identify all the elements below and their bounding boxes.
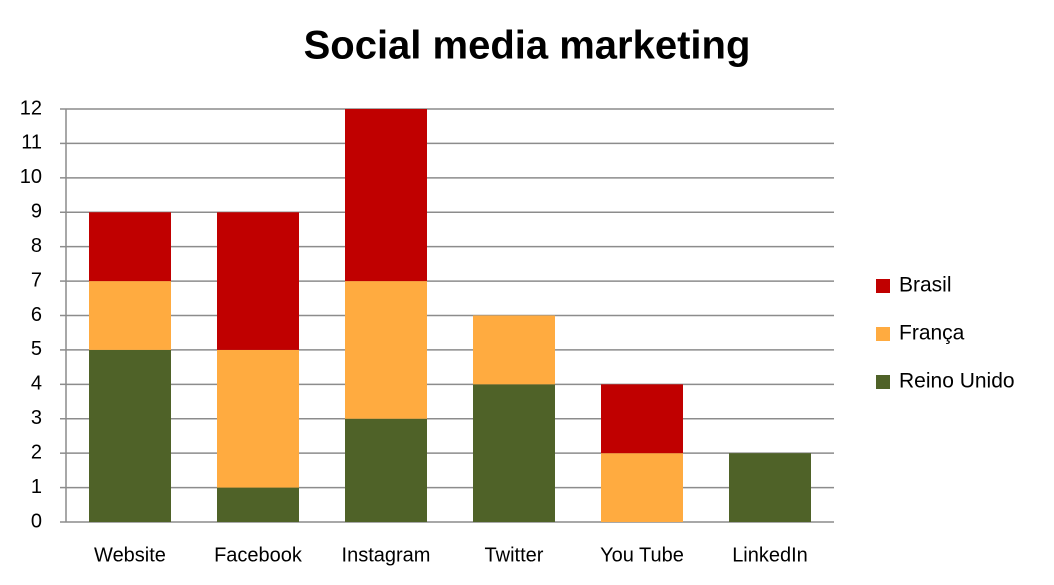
bar-segment <box>217 349 299 488</box>
bar-segment <box>601 384 683 454</box>
bar-segment <box>89 212 171 282</box>
bar-segment <box>473 315 555 385</box>
y-tick-label: 12 <box>20 97 42 119</box>
x-tick-label: LinkedIn <box>732 544 808 566</box>
y-tick-label: 9 <box>31 201 42 223</box>
y-tick-label: 5 <box>31 338 42 360</box>
bar-segment <box>89 281 171 350</box>
legend-swatch <box>876 375 890 389</box>
chart-title: Social media marketing <box>304 24 751 68</box>
legend-label: Brasil <box>899 274 952 297</box>
legend-swatch <box>876 279 890 293</box>
y-tick-label: 8 <box>31 235 42 257</box>
legend-swatch <box>876 327 890 341</box>
x-tick-label: Instagram <box>342 544 431 566</box>
bar-segment <box>601 453 683 522</box>
legend-label: França <box>899 322 965 345</box>
y-tick-label: 3 <box>31 407 42 429</box>
bar-segment <box>729 453 811 522</box>
x-tick-label: Facebook <box>214 544 303 566</box>
y-tick-label: 11 <box>21 132 42 154</box>
y-tick-label: 1 <box>31 476 42 498</box>
y-tick-label: 10 <box>20 166 42 188</box>
x-tick-label: You Tube <box>600 544 684 566</box>
bar-segment <box>89 349 171 522</box>
bar-segment <box>473 384 555 522</box>
x-tick-label: Twitter <box>485 544 544 566</box>
bar-segment <box>345 109 427 282</box>
y-tick-label: 7 <box>31 269 42 291</box>
legend-label: Reino Unido <box>899 370 1015 393</box>
bar-segment <box>217 212 299 350</box>
bar-segment <box>345 418 427 522</box>
y-tick-label: 4 <box>31 373 42 395</box>
x-tick-label: Website <box>94 544 166 566</box>
bar-segment <box>217 487 299 522</box>
bar-segment <box>345 281 427 419</box>
y-tick-label: 2 <box>31 441 42 463</box>
y-tick-label: 6 <box>31 304 42 326</box>
y-tick-label: 0 <box>31 510 42 532</box>
